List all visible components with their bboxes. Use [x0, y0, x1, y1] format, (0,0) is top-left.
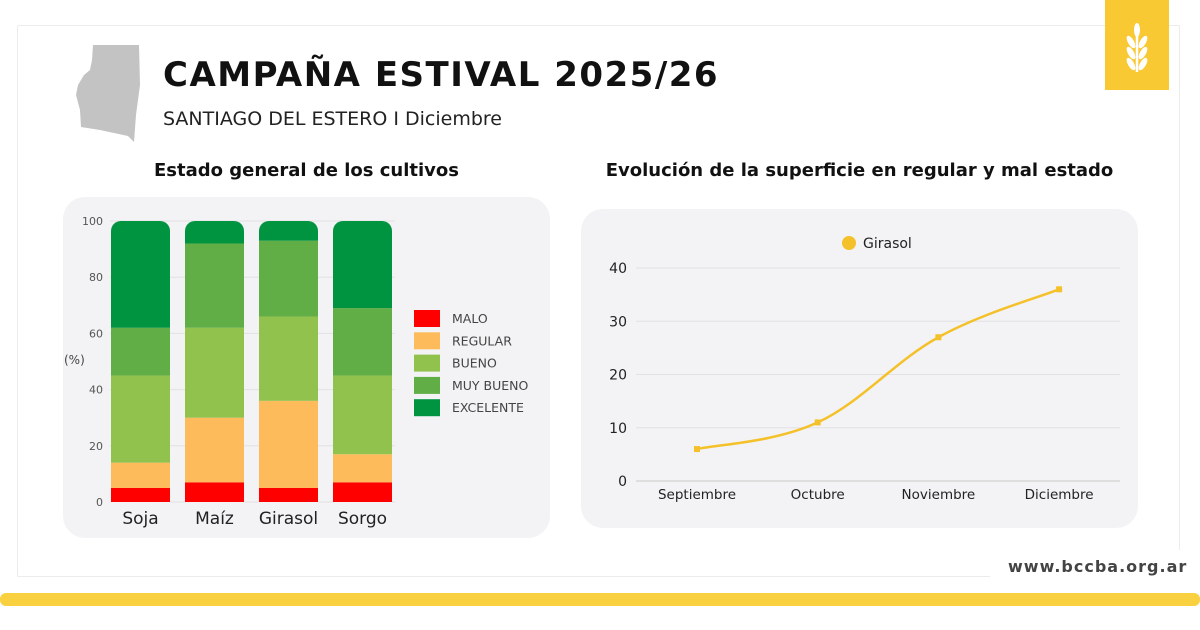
x-tick-label: Octubre	[791, 487, 845, 503]
card-frame	[17, 25, 1180, 577]
bar-stack-soja	[111, 221, 170, 502]
legend-label: MUY BUENO	[452, 378, 529, 393]
y-tick-label: 100	[82, 215, 103, 228]
legend-label: EXCELENTE	[452, 400, 524, 415]
data-point	[694, 446, 700, 453]
y-tick-label: 20	[89, 440, 103, 453]
legend-label: MALO	[452, 311, 488, 326]
y-tick-label: 0	[96, 496, 103, 509]
bar-segment	[259, 400, 318, 488]
legend-label: REGULAR	[452, 333, 512, 348]
legend-swatch	[414, 399, 440, 417]
legend-label: Girasol	[863, 236, 912, 252]
bar-segment	[333, 375, 392, 455]
bar-segment	[259, 240, 318, 317]
bar-segment	[259, 221, 318, 241]
bar-stack-maíz	[185, 221, 244, 502]
bar-segment	[333, 454, 392, 483]
bar-segment	[185, 243, 244, 328]
bar-segment	[333, 221, 392, 309]
x-tick-label: Diciembre	[1025, 487, 1094, 503]
data-point	[814, 419, 821, 426]
bar-chart-panel: (%) 0 20 40 60 80 100 Soja Maíz Girasol Sorgo MALO…	[63, 197, 550, 538]
x-tick-label: Soja	[122, 509, 158, 529]
bar-segment	[259, 316, 318, 401]
y-tick-label: 30	[609, 314, 627, 330]
bar-base-mask	[111, 502, 170, 516]
bar-segment	[111, 327, 170, 376]
y-tick-label: 80	[89, 271, 103, 284]
y-tick-label: 40	[89, 384, 103, 397]
line-chart-panel: 0 10 20 30 40 Septiembre Octubre Noviembre Dicie…	[581, 209, 1138, 528]
bar-base-mask	[185, 502, 244, 516]
bar-chart-title: Estado general de los cultivos	[154, 160, 459, 181]
y-tick-label: 20	[609, 368, 627, 384]
legend-label: BUENO	[452, 356, 497, 371]
data-point	[1056, 286, 1063, 293]
bar-segment	[111, 221, 170, 328]
y-axis-label: (%)	[64, 353, 85, 367]
legend-swatch	[414, 310, 440, 327]
y-tick-label: 0	[618, 474, 627, 490]
y-tick-label: 60	[89, 327, 103, 340]
page-title: CAMPAÑA ESTIVAL 2025/26	[163, 55, 720, 95]
y-tick-label: 40	[609, 261, 627, 277]
province-map-icon	[76, 45, 140, 142]
bar-segment	[111, 375, 170, 463]
data-point	[935, 334, 942, 341]
series-line-girasol	[696, 288, 1060, 451]
bar-segment	[333, 308, 392, 376]
footer-strip	[0, 593, 1200, 606]
bar-segment	[333, 482, 392, 502]
bar-segment	[111, 462, 170, 488]
x-tick-label: Maíz	[195, 509, 234, 529]
bar-segment	[185, 221, 244, 244]
website-url[interactable]: www.bccba.org.ar	[990, 550, 1200, 586]
legend-swatch	[414, 376, 440, 394]
bar-segment	[185, 417, 244, 483]
line-chart-title: Evolución de la superficie en regular y …	[605, 160, 1114, 181]
bar-segment	[259, 487, 318, 502]
x-tick-label: Noviembre	[902, 487, 976, 503]
bar-segment	[185, 327, 244, 418]
page-subtitle: SANTIAGO DEL ESTERO I Diciembre	[163, 108, 502, 130]
logo	[1105, 0, 1169, 90]
legend-swatch	[414, 354, 440, 372]
y-tick-label: 10	[609, 421, 627, 437]
line-chart: 0 10 20 30 40 Septiembre Octubre Noviembre Dicie…	[609, 236, 1120, 503]
wheat-icon	[1126, 23, 1148, 72]
legend-marker	[842, 236, 856, 250]
bar-base-mask	[259, 502, 318, 516]
bar-stack-girasol	[259, 221, 318, 502]
x-tick-label: Sorgo	[338, 509, 387, 529]
bar-stack-sorgo	[333, 221, 392, 502]
legend-swatch	[414, 332, 440, 350]
bar-segment	[111, 487, 170, 502]
x-tick-label: Septiembre	[658, 487, 736, 503]
bar-chart: (%) 0 20 40 60 80 100 Soja Maíz Girasol Sorgo MALO…	[64, 215, 529, 529]
bar-segment	[185, 482, 244, 502]
x-tick-label: Girasol	[259, 509, 318, 529]
bar-base-mask	[333, 502, 392, 516]
